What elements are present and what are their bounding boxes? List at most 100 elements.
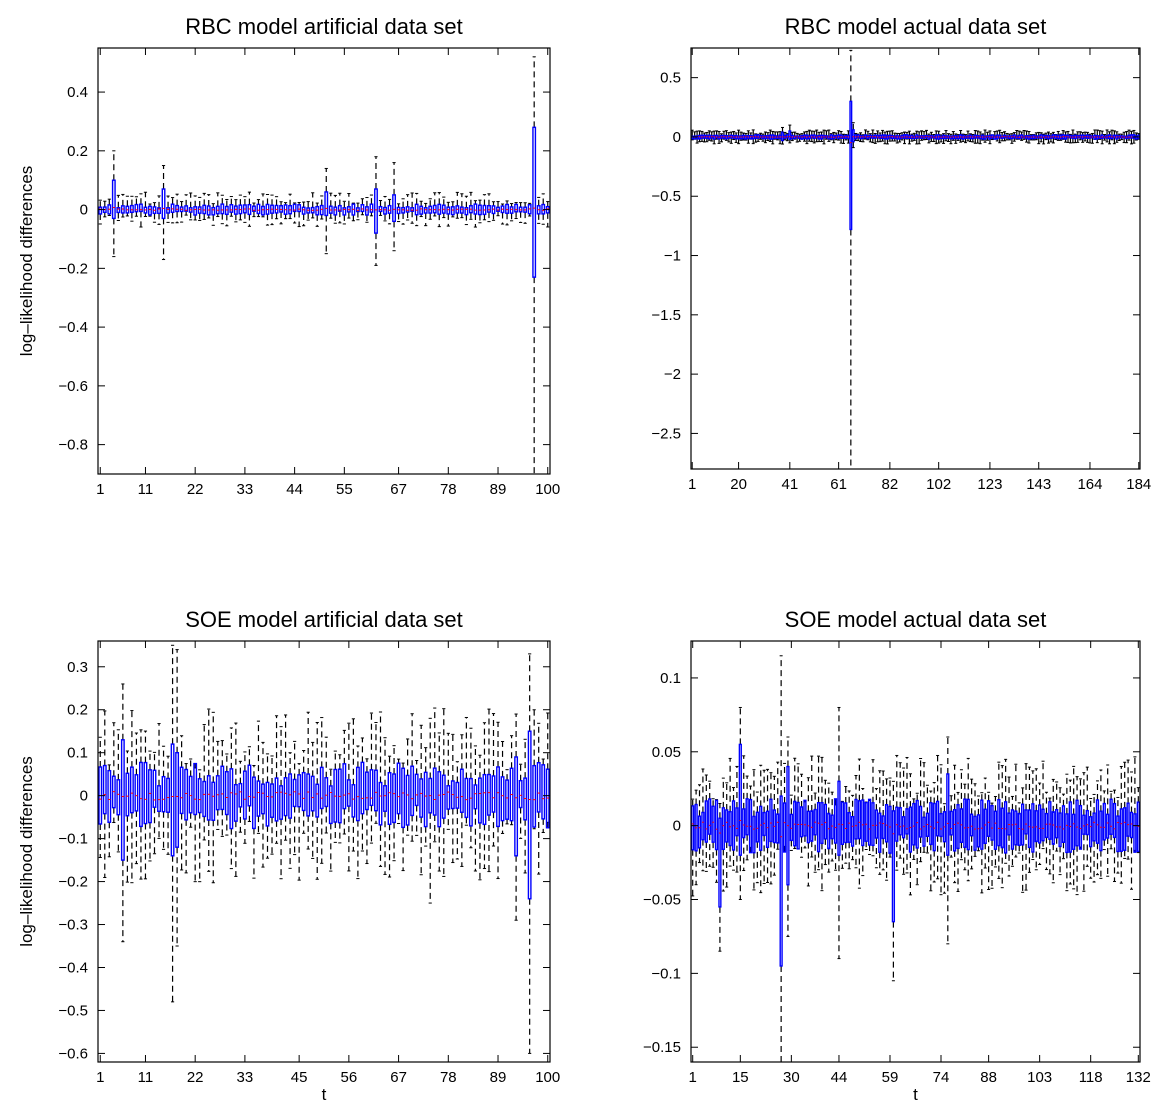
box-iqr <box>969 813 974 837</box>
axes-frame <box>97 47 551 475</box>
ytick-label: 0 <box>80 788 88 805</box>
box-iqr <box>830 814 834 840</box>
box-iqr <box>206 775 211 821</box>
box-t79 <box>450 733 455 864</box>
box-t58 <box>829 133 833 141</box>
box-t13 <box>731 787 736 871</box>
x-axis-label: t <box>322 1085 327 1104</box>
box-t65 <box>908 773 913 896</box>
box-t127 <box>998 129 1002 144</box>
box-iqr <box>256 203 261 215</box>
box-iqr <box>891 810 896 923</box>
box-t7 <box>711 798 715 868</box>
box-t94 <box>1007 776 1011 877</box>
box-t34 <box>247 191 252 227</box>
xtick-label: 184 <box>1126 476 1151 493</box>
box-iqr <box>871 802 875 847</box>
box-t111 <box>1065 773 1069 892</box>
box-iqr <box>532 764 537 828</box>
box-iqr <box>1110 135 1114 140</box>
box-t92 <box>509 735 514 826</box>
box-t133 <box>1012 132 1016 142</box>
box-iqr <box>1085 809 1089 836</box>
box-t89 <box>905 131 909 140</box>
box-iqr <box>1041 808 1045 842</box>
box-iqr <box>840 801 845 846</box>
box-t17 <box>745 775 749 861</box>
box-t175 <box>1115 131 1119 143</box>
box-iqr <box>505 203 510 214</box>
box-t98 <box>927 133 931 144</box>
box-iqr <box>98 206 103 215</box>
xtick-label: 123 <box>977 476 1002 493</box>
box-iqr <box>978 135 982 140</box>
box-t114 <box>966 130 970 142</box>
box-t47 <box>306 201 311 221</box>
box-iqr <box>850 815 855 847</box>
box-iqr <box>410 765 415 817</box>
box-iqr <box>779 795 783 967</box>
box-iqr <box>998 134 1002 139</box>
box-t84 <box>473 200 478 228</box>
box-iqr <box>120 739 125 861</box>
box-iqr <box>138 761 143 828</box>
box-t70 <box>410 192 415 224</box>
box-iqr <box>956 804 960 850</box>
box-t171 <box>1105 129 1109 143</box>
box-t78 <box>878 132 882 143</box>
box-t41 <box>279 201 284 225</box>
box-t102 <box>937 130 941 144</box>
box-t23 <box>744 132 748 141</box>
box-t107 <box>949 133 953 145</box>
box-t3 <box>697 784 702 864</box>
box-t62 <box>839 130 843 144</box>
box-t39 <box>270 194 274 226</box>
box-t4 <box>701 768 705 872</box>
box-iqr <box>1075 799 1079 847</box>
box-t5 <box>116 194 121 221</box>
box-iqr <box>1061 805 1066 843</box>
box-t67 <box>396 203 401 223</box>
box-t32 <box>238 760 243 833</box>
box-iqr <box>279 205 284 213</box>
box-t104 <box>942 133 946 144</box>
box-iqr <box>251 205 256 212</box>
box-iqr <box>851 129 855 143</box>
xtick-label: 100 <box>535 1069 560 1086</box>
box-t95 <box>1010 795 1015 867</box>
box-iqr <box>383 206 387 215</box>
box-iqr <box>898 135 902 140</box>
box-t24 <box>746 130 750 144</box>
box-iqr <box>306 773 311 817</box>
box-iqr <box>423 207 428 214</box>
box-iqr <box>242 770 247 820</box>
box-t17 <box>170 644 175 1003</box>
box-t132 <box>1010 133 1014 144</box>
xtick-label: 45 <box>291 1069 308 1086</box>
box-t73 <box>866 130 870 141</box>
box-t12 <box>717 131 721 144</box>
box-iqr <box>874 809 879 839</box>
panel-soe-actual: 0.1 0.05 0 −0.05 −0.1 −0.15 1 15 30 44 59 74 88 103 11… <box>643 607 1151 1104</box>
box-iqr <box>129 204 134 214</box>
box-iqr <box>387 204 392 214</box>
box-t3 <box>107 764 112 858</box>
box-iqr <box>888 805 892 854</box>
box-t174 <box>1112 130 1116 145</box>
box-t26 <box>211 203 216 226</box>
box-t64 <box>383 737 387 875</box>
box-iqr <box>179 766 184 815</box>
box-iqr <box>138 203 143 213</box>
box-t58 <box>355 745 360 880</box>
box-iqr <box>161 775 166 813</box>
box-t34 <box>771 130 775 145</box>
xtick-label: 1 <box>689 1069 697 1086</box>
box-t125 <box>993 131 997 140</box>
box-t38 <box>781 126 785 145</box>
box-t46 <box>301 750 306 834</box>
box-t63 <box>901 767 906 875</box>
box-t5 <box>700 130 704 142</box>
box-iqr <box>1000 807 1004 849</box>
box-t54 <box>337 192 342 224</box>
box-t95 <box>523 202 528 224</box>
